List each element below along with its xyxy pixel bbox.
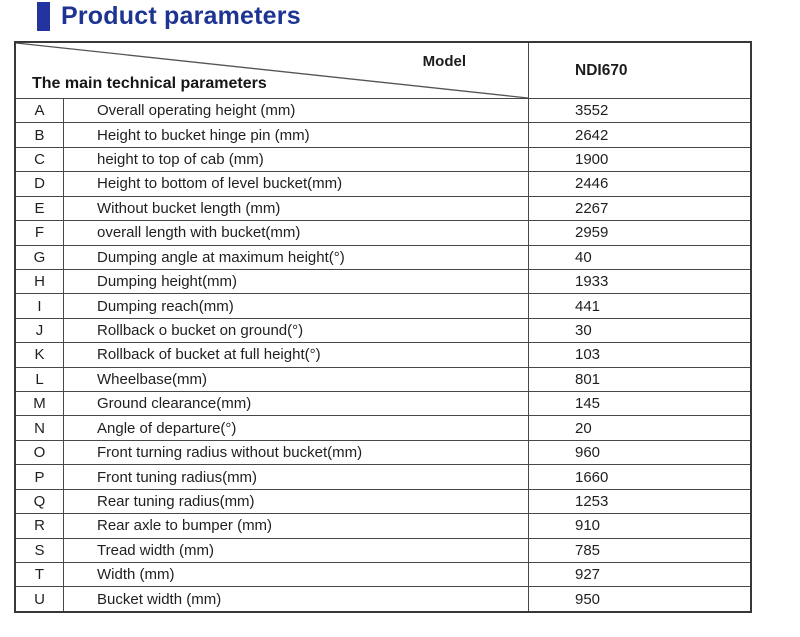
row-key-letter: E bbox=[16, 196, 64, 221]
section-title-row: Product parameters bbox=[37, 2, 301, 31]
table-row: L Wheelbase(mm) 801 bbox=[16, 366, 750, 392]
table-row: I Dumping reach(mm) 441 bbox=[16, 293, 750, 318]
table-row: B Height to bucket hinge pin (mm) 2642 bbox=[16, 122, 750, 147]
row-parameter-name: Overall operating height (mm) bbox=[97, 102, 296, 120]
row-key-letter: R bbox=[16, 514, 64, 538]
row-parameter-value: 2446 bbox=[528, 172, 750, 196]
row-key-letter: G bbox=[16, 245, 64, 269]
row-key-letter: Q bbox=[16, 489, 64, 514]
row-parameter-name: Rollback o bucket on ground(°) bbox=[97, 322, 304, 339]
row-parameter-name: Front tuning radius(mm) bbox=[97, 468, 258, 486]
row-parameter-name: Ground clearance(mm) bbox=[97, 395, 252, 413]
table-row: M Ground clearance(mm) 145 bbox=[16, 391, 750, 416]
table-row: P Front tuning radius(mm) 1660 bbox=[16, 464, 750, 489]
row-parameter-name: height to top of cab (mm) bbox=[97, 151, 264, 169]
row-key-letter: I bbox=[16, 294, 64, 318]
table-row: J Rollback o bucket on ground(°) 30 bbox=[16, 317, 750, 343]
table-row: T Width (mm) 927 bbox=[16, 562, 750, 587]
table-row: K Rollback of bucket at full height(°) 1… bbox=[16, 342, 750, 367]
table-row: G Dumping angle at maximum height(°) 40 bbox=[16, 244, 750, 269]
table-row: O Front turning radius without bucket(mm… bbox=[16, 439, 750, 465]
row-key-letter: K bbox=[16, 343, 64, 367]
row-parameter-name: Front turning radius without bucket(mm) bbox=[97, 444, 363, 462]
table-row: R Rear axle to bumper (mm) 910 bbox=[16, 513, 750, 538]
row-parameter-value: 785 bbox=[528, 538, 750, 563]
row-parameter-value: 40 bbox=[528, 245, 750, 269]
table-row: U Bucket width (mm) 950 bbox=[16, 586, 750, 611]
row-key-letter: U bbox=[16, 587, 64, 611]
row-parameter-name: Wheelbase(mm) bbox=[97, 370, 208, 388]
table-row: N Angle of departure(°) 20 bbox=[16, 415, 750, 440]
header-model-label: Model bbox=[422, 53, 466, 70]
row-parameter-value: 1253 bbox=[528, 489, 750, 514]
row-key-letter: S bbox=[16, 538, 64, 563]
table-row: D Height to bottom of level bucket(mm) 2… bbox=[16, 171, 750, 196]
row-key-letter: N bbox=[16, 416, 64, 440]
table-row: A Overall operating height (mm) 3552 bbox=[16, 98, 750, 123]
row-parameter-value: 801 bbox=[528, 367, 750, 392]
row-key-letter: H bbox=[16, 269, 64, 294]
row-parameter-value: 441 bbox=[528, 294, 750, 318]
diagonal-header-cell: Model The main technical parameters bbox=[16, 43, 528, 98]
row-parameter-name: Angle of departure(°) bbox=[97, 419, 237, 437]
page-title: Product parameters bbox=[61, 2, 301, 30]
parameters-table: Model The main technical parameters NDI6… bbox=[14, 41, 752, 613]
row-key-letter: D bbox=[16, 172, 64, 196]
row-parameter-name: Bucket width (mm) bbox=[97, 590, 222, 608]
row-key-letter: T bbox=[16, 563, 64, 587]
row-key-letter: O bbox=[16, 440, 64, 465]
row-parameter-name: Width (mm) bbox=[97, 566, 175, 584]
diagonal-divider-line bbox=[16, 43, 528, 98]
row-parameter-value: 2267 bbox=[528, 196, 750, 221]
row-parameter-name: Dumping height(mm) bbox=[97, 273, 238, 291]
row-parameter-value: 950 bbox=[528, 587, 750, 611]
row-key-letter: L bbox=[16, 367, 64, 392]
row-parameter-name: overall length with bucket(mm) bbox=[97, 224, 301, 242]
title-accent-bar-icon bbox=[37, 2, 50, 31]
row-parameter-value: 145 bbox=[528, 392, 750, 416]
row-parameter-name: Height to bucket hinge pin (mm) bbox=[97, 126, 310, 144]
row-parameter-name: Rollback of bucket at full height(°) bbox=[97, 346, 321, 364]
row-parameter-value: 927 bbox=[528, 563, 750, 587]
table-row: C height to top of cab (mm) 1900 bbox=[16, 146, 750, 172]
row-parameter-value: 1660 bbox=[528, 465, 750, 489]
table-header-row: Model The main technical parameters NDI6… bbox=[16, 43, 750, 98]
table-row: F overall length with bucket(mm) 2959 bbox=[16, 220, 750, 245]
row-key-letter: B bbox=[16, 123, 64, 147]
row-parameter-name: Rear axle to bumper (mm) bbox=[97, 517, 273, 535]
table-row: H Dumping height(mm) 1933 bbox=[16, 268, 750, 294]
row-key-letter: M bbox=[16, 392, 64, 416]
row-parameter-name: Tread width (mm) bbox=[97, 541, 214, 559]
row-parameter-value: 1900 bbox=[528, 147, 750, 172]
header-parameters-label: The main technical parameters bbox=[32, 75, 267, 92]
row-parameter-value: 3552 bbox=[528, 99, 750, 123]
row-key-letter: F bbox=[16, 221, 64, 245]
row-parameter-name: Without bucket length (mm) bbox=[97, 199, 281, 217]
table-row: Q Rear tuning radius(mm) 1253 bbox=[16, 488, 750, 514]
row-key-letter: C bbox=[16, 147, 64, 172]
row-parameter-value: 30 bbox=[528, 318, 750, 343]
row-key-letter: P bbox=[16, 465, 64, 489]
row-parameter-name: Dumping reach(mm) bbox=[97, 297, 234, 315]
row-parameter-value: 103 bbox=[528, 343, 750, 367]
row-key-letter: J bbox=[16, 318, 64, 343]
row-parameter-value: 20 bbox=[528, 416, 750, 440]
header-model-name: NDI670 bbox=[528, 43, 750, 98]
table-row: S Tread width (mm) 785 bbox=[16, 537, 750, 563]
row-parameter-name: Height to bottom of level bucket(mm) bbox=[97, 175, 343, 193]
row-parameter-value: 1933 bbox=[528, 269, 750, 294]
row-parameter-name: Rear tuning radius(mm) bbox=[97, 492, 255, 510]
row-parameter-value: 2959 bbox=[528, 221, 750, 245]
row-parameter-value: 960 bbox=[528, 440, 750, 465]
table-body: A Overall operating height (mm) 3552 B H… bbox=[16, 98, 750, 611]
row-parameter-value: 2642 bbox=[528, 123, 750, 147]
table-row: E Without bucket length (mm) 2267 bbox=[16, 195, 750, 221]
row-key-letter: A bbox=[16, 99, 64, 123]
row-parameter-value: 910 bbox=[528, 514, 750, 538]
row-parameter-name: Dumping angle at maximum height(°) bbox=[97, 248, 345, 266]
